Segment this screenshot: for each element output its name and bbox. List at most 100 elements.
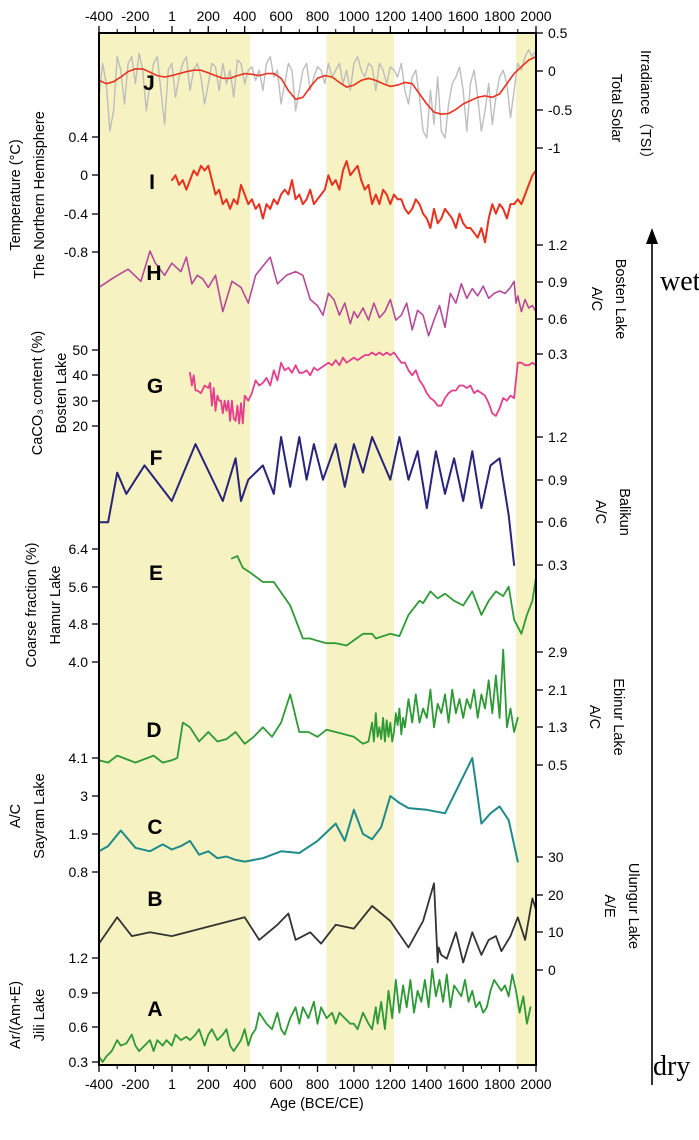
y-tick-label-caco3: 50: [72, 342, 88, 358]
y-tick-label-hamur: 5.6: [69, 579, 89, 595]
panel-letters: J I H G F E D C B A: [143, 72, 163, 1021]
x-tick-top-label: 1400: [411, 8, 442, 24]
series-tsi-1: [98, 55, 537, 115]
y-tick-label-jili: 0.6: [69, 1019, 89, 1035]
x-tick-top-label: 600: [269, 8, 293, 24]
x-tick-bottom-label: -400: [85, 1076, 113, 1092]
y-tick-label-balikun: 0.6: [548, 514, 568, 530]
series-caco3-0: [189, 351, 537, 425]
x-tick-top-label: 1800: [484, 8, 515, 24]
y-tick-label-temperature: -0.4: [64, 206, 88, 222]
axis-title-bosten_ac-0: A/C: [588, 287, 604, 311]
y-tick-label-tsi: -0.5: [548, 102, 572, 118]
y-tick-label-bosten_ac: 0.6: [548, 311, 568, 327]
y-tick-label-ulungur: 30: [548, 849, 564, 865]
y-tick-label-caco3: 20: [72, 418, 88, 434]
axis-title-jili-0: Ar/(Am+E): [8, 981, 24, 1049]
y-tick-label-ebinur: 2.9: [548, 644, 568, 660]
series-balikun-0: [98, 436, 516, 566]
arrow-head-icon: [646, 228, 658, 244]
y-tick-label-ulungur: 10: [548, 924, 564, 940]
y-tick-label-hamur: 4.0: [69, 654, 89, 670]
x-tick-top-label: 1000: [338, 8, 369, 24]
panel-letter-D: D: [146, 719, 161, 742]
x-tick-top-label: 1200: [375, 8, 406, 24]
y-tick-label-balikun: 0.3: [548, 557, 568, 573]
x-tick-top-label: 2000: [520, 8, 551, 24]
y-tick-label-tsi: -1: [548, 140, 561, 156]
series-bosten_ac-0: [98, 250, 537, 337]
y-tick-label-temperature: -0.8: [64, 244, 88, 260]
y-tick-label-ulungur: 0: [548, 962, 556, 978]
wet-dry-arrow: [646, 228, 658, 1085]
y-tick-label-sayram: 3: [80, 788, 88, 804]
y-tick-label-jili: 1.2: [69, 950, 89, 966]
y-tick-label-hamur: 6.4: [69, 541, 89, 557]
y-tick-label-caco3: 40: [72, 367, 88, 383]
series-hamur-0: [231, 555, 537, 647]
y-tick-label-tsi: 0.5: [548, 25, 568, 41]
axis-title-balikun-0: A/C: [592, 500, 608, 524]
y-tick-label-caco3: 30: [72, 393, 88, 409]
y-tick-label-temperature: 0: [80, 167, 88, 183]
y-tick-label-bosten_ac: 1.2: [548, 237, 568, 253]
axis-title-hamur-1: Hamur Lake: [48, 566, 64, 645]
y-tick-label-balikun: 0.9: [548, 472, 568, 488]
x-tick-bottom-label: 600: [269, 1076, 293, 1092]
x-tick-bottom-label: 1600: [448, 1076, 479, 1092]
shaded-interval-1: [326, 33, 394, 1065]
axis-title-caco3-0: CaCO₃ content (%): [30, 331, 46, 455]
shaded-interval-0: [99, 33, 251, 1065]
axis-title-balikun-1: Balikun: [616, 488, 632, 536]
y-tick-label-ulungur: 20: [548, 887, 564, 903]
x-tick-top-label: 800: [306, 8, 330, 24]
series-jili-0: [98, 968, 532, 1063]
x-tick-bottom-label: 800: [306, 1076, 330, 1092]
shaded-interval-2: [515, 33, 536, 1065]
panel-letter-C: C: [147, 816, 162, 839]
y-tick-label-jili: 0.3: [69, 1054, 89, 1070]
panel-letter-H: H: [146, 262, 161, 285]
x-tick-bottom-label: 1: [168, 1076, 176, 1092]
x-axis-ticks: -400-400-200-200112002004004006006008008…: [85, 8, 552, 1092]
x-tick-bottom-label: 1800: [484, 1076, 515, 1092]
y-tick-label-jili: 0.9: [69, 985, 89, 1001]
x-tick-top-label: -400: [85, 8, 113, 24]
series-layer: [98, 49, 537, 1063]
dry-label: dry: [653, 1051, 690, 1082]
y-tick-label-sayram: 1.9: [69, 826, 89, 842]
y-tick-label-ebinur: 1.3: [548, 719, 568, 735]
axis-title-tsi-1: Irradiance（TSI）: [637, 50, 654, 166]
axis-labels: Total Solar Irradiance（TSI） Temperature (°…: [8, 50, 654, 1049]
panel-letter-A: A: [147, 998, 162, 1021]
shaded-intervals: [99, 33, 536, 1065]
axis-title-sayram-1: Sayram Lake: [32, 773, 48, 858]
series-sayram-0: [98, 757, 519, 863]
panel-letter-I: I: [149, 171, 155, 194]
axis-title-temperature-1: The Northern Hemisphere: [32, 111, 48, 279]
axis-title-caco3-1: Bosten Lake: [54, 353, 70, 434]
panel-letter-E: E: [149, 562, 163, 585]
x-tick-bottom-label: 1000: [338, 1076, 369, 1092]
axis-title-jili-1: Jili Lake: [32, 989, 48, 1041]
wet-label: wet: [660, 266, 699, 297]
y-tick-label-balikun: 1.2: [548, 429, 568, 445]
panel-letter-G: G: [147, 375, 163, 398]
x-axis-title: Age (BCE/CE): [270, 1096, 363, 1112]
y-tick-label-tsi: 0: [548, 63, 556, 79]
x-tick-bottom-label: -200: [121, 1076, 149, 1092]
y-tick-label-temperature: 0.4: [69, 129, 89, 145]
y-axis-ticks: 0.50-0.5-10.40-0.4-0.8 1.20.90.60.3504030…: [64, 25, 572, 1070]
axis-title-sayram-0: A/C: [8, 804, 24, 828]
y-tick-label-bosten_ac: 0.9: [548, 274, 568, 290]
axis-title-hamur-0: Coarse fraction (%): [24, 543, 40, 668]
x-tick-top-label: 200: [197, 8, 221, 24]
x-tick-top-label: 1: [168, 8, 176, 24]
panel-letter-B: B: [147, 888, 162, 911]
axis-title-ulungur-1: Ulungur Lake: [625, 863, 641, 949]
axis-title-temperature-0: Temperature (°C): [8, 139, 24, 250]
y-tick-label-ebinur: 0.5: [548, 757, 568, 773]
series-temperature-0: [171, 160, 537, 244]
y-tick-label-sayram: 0.8: [69, 864, 89, 880]
